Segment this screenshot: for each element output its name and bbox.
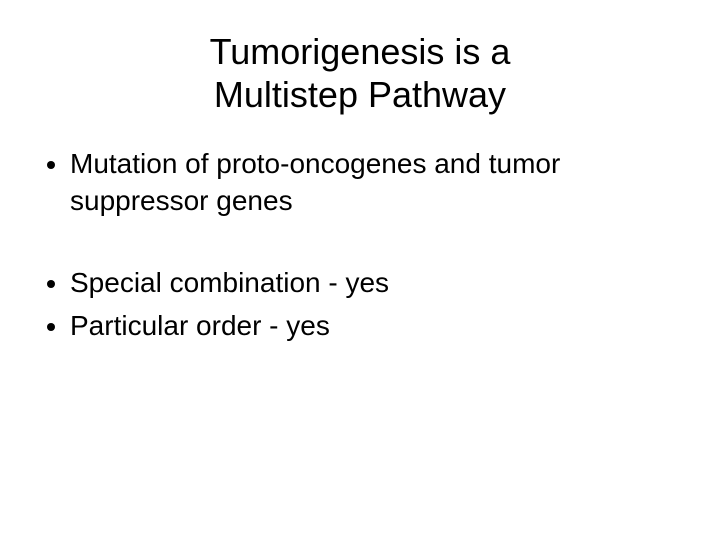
bullet-list-top: Mutation of proto-oncogenes and tumor su… xyxy=(40,146,680,219)
list-item: Special combination - yes xyxy=(70,265,680,301)
title-line-2: Multistep Pathway xyxy=(214,74,506,115)
title-line-1: Tumorigenesis is a xyxy=(210,31,511,72)
list-item: Mutation of proto-oncogenes and tumor su… xyxy=(70,146,680,219)
slide: Tumorigenesis is a Multistep Pathway Mut… xyxy=(0,0,720,540)
bullet-list-bottom: Special combination - yes Particular ord… xyxy=(40,265,680,344)
list-item: Particular order - yes xyxy=(70,308,680,344)
slide-title: Tumorigenesis is a Multistep Pathway xyxy=(40,30,680,116)
spacer xyxy=(40,225,680,265)
